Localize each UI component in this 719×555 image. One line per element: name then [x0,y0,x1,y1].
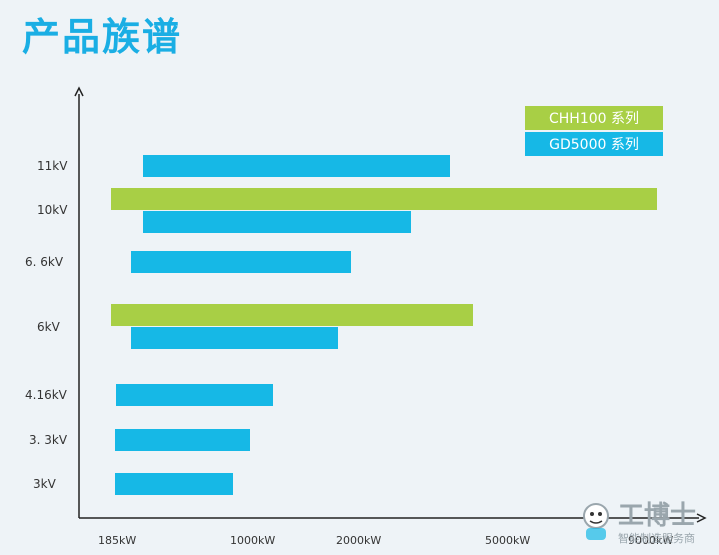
x-tick-labels: 185kW 1000kW 2000kW 5000kW 9000kW [98,534,673,547]
bar-gd5000 [115,429,250,451]
bar-chh100 [111,304,473,326]
bar-gd5000 [143,155,450,177]
x-tick-label: 185kW [98,534,136,547]
watermark-brand: 工博士 [618,501,696,531]
bar-gd5000 [131,251,351,273]
page-title: 产品族谱 [22,15,183,59]
y-tick-label: 4.16kV [25,388,68,402]
bar-chh100 [111,188,657,210]
y-tick-labels: 11kV 10kV 6. 6kV 6kV 4.16kV 3. 3kV 3kV [25,159,68,491]
y-tick-label: 11kV [37,159,68,173]
y-tick-label: 3kV [33,477,57,491]
bar-gd5000 [131,327,338,349]
brand-watermark: 工博士 智能制造服务商 [583,501,696,545]
bar-gd5000 [143,211,411,233]
bar-gd5000 [116,384,273,406]
x-axis-arrow-icon [696,513,707,523]
x-tick-label: 5000kW [485,534,530,547]
y-tick-label: 6. 6kV [25,255,64,269]
bar-gd5000 [115,473,233,495]
legend-swatch [525,132,663,156]
legend-label: CHH100 系列 [549,111,639,127]
robot-mascot-icon [583,503,609,540]
x-tick-label: 1000kW [230,534,275,547]
chart-legend: CHH100 系列 GD5000 系列 [525,106,663,156]
y-tick-label: 10kV [37,203,68,217]
legend-label: GD5000 系列 [549,137,639,153]
x-tick-label: 9000kW [628,534,673,547]
legend-swatch [525,106,663,130]
y-tick-label: 3. 3kV [29,433,68,447]
watermark-tagline: 智能制造服务商 [618,531,695,545]
chart-bars [111,155,657,495]
y-axis-arrow-icon [74,86,84,97]
y-tick-label: 6kV [37,320,61,334]
x-tick-label: 2000kW [336,534,381,547]
